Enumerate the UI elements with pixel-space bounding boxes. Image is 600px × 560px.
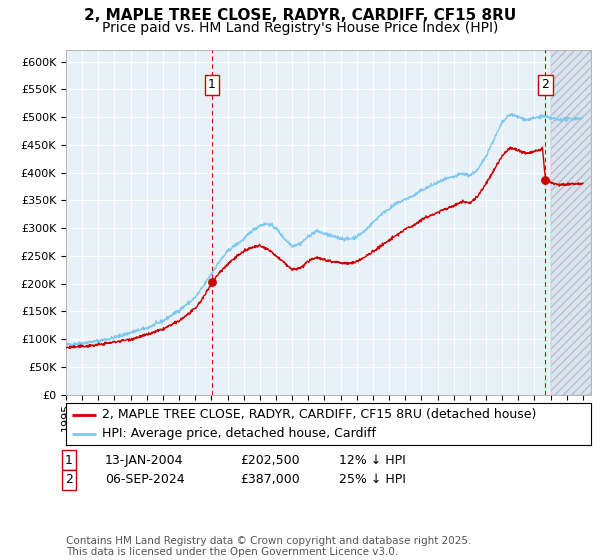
Text: £202,500: £202,500 xyxy=(240,454,299,467)
Text: 2: 2 xyxy=(65,473,73,487)
Text: 1: 1 xyxy=(208,78,216,91)
Text: £387,000: £387,000 xyxy=(240,473,300,487)
Text: 13-JAN-2004: 13-JAN-2004 xyxy=(105,454,184,467)
Bar xyxy=(551,50,591,395)
Text: HPI: Average price, detached house, Cardiff: HPI: Average price, detached house, Card… xyxy=(102,427,376,440)
Text: Price paid vs. HM Land Registry's House Price Index (HPI): Price paid vs. HM Land Registry's House … xyxy=(102,21,498,35)
Text: 2, MAPLE TREE CLOSE, RADYR, CARDIFF, CF15 8RU (detached house): 2, MAPLE TREE CLOSE, RADYR, CARDIFF, CF1… xyxy=(102,408,536,421)
Text: 2, MAPLE TREE CLOSE, RADYR, CARDIFF, CF15 8RU: 2, MAPLE TREE CLOSE, RADYR, CARDIFF, CF1… xyxy=(84,8,516,24)
Point xyxy=(541,175,550,184)
Text: 06-SEP-2024: 06-SEP-2024 xyxy=(105,473,185,487)
Text: 2: 2 xyxy=(542,78,550,91)
Text: 1: 1 xyxy=(65,454,73,467)
Text: 12% ↓ HPI: 12% ↓ HPI xyxy=(339,454,406,467)
Text: 25% ↓ HPI: 25% ↓ HPI xyxy=(339,473,406,487)
Point xyxy=(207,278,217,287)
Text: Contains HM Land Registry data © Crown copyright and database right 2025.
This d: Contains HM Land Registry data © Crown c… xyxy=(66,535,472,557)
